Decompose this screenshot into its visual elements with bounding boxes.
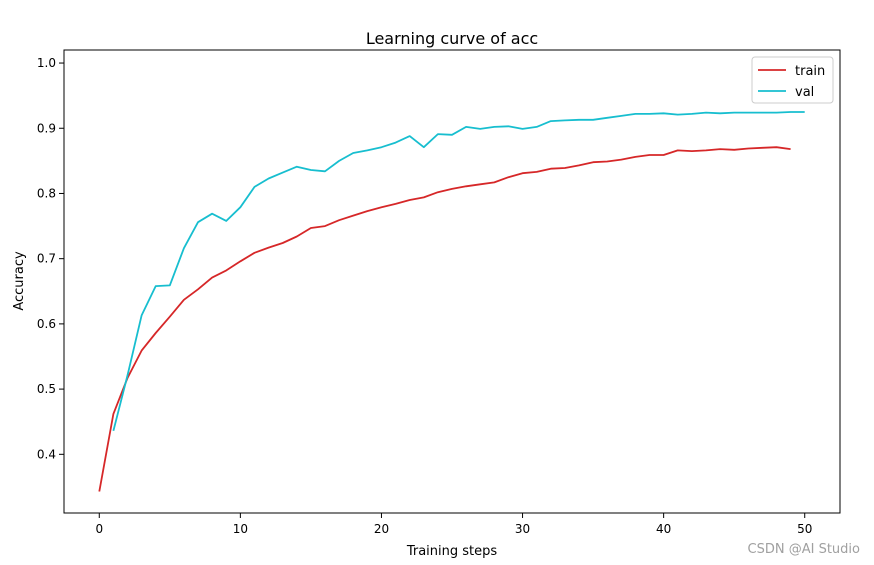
watermark-text: CSDN @AI Studio bbox=[747, 542, 860, 557]
legend-label-train: train bbox=[795, 64, 825, 79]
y-tick-label: 0.6 bbox=[37, 317, 56, 331]
x-tick-label: 30 bbox=[515, 522, 530, 536]
x-axis-label: Training steps bbox=[406, 544, 498, 559]
y-tick-label: 1.0 bbox=[37, 56, 56, 70]
y-tick-label: 0.5 bbox=[37, 382, 56, 396]
y-tick-label: 0.7 bbox=[37, 252, 56, 266]
series-line-train bbox=[98, 146, 791, 492]
y-tick-label: 0.8 bbox=[37, 186, 56, 200]
plot-frame bbox=[63, 49, 841, 514]
y-tick-label: 0.4 bbox=[37, 447, 56, 461]
x-tick-label: 0 bbox=[95, 522, 103, 536]
y-axis-label: Accuracy bbox=[12, 251, 27, 311]
legend: train val bbox=[751, 56, 834, 104]
x-tick-label: 40 bbox=[656, 522, 671, 536]
x-tick-label: 50 bbox=[797, 522, 812, 536]
series-line-val bbox=[112, 111, 805, 432]
x-tick-label: 20 bbox=[374, 522, 389, 536]
legend-label-val: val bbox=[795, 85, 814, 100]
x-tick-label: 10 bbox=[233, 522, 248, 536]
y-tick-label: 0.9 bbox=[37, 121, 56, 135]
chart-title: Learning curve of acc bbox=[366, 29, 538, 48]
